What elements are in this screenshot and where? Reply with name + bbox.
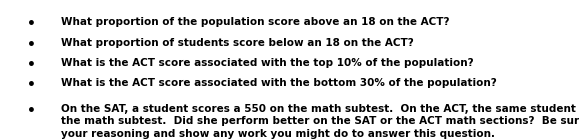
Text: •: • [27, 58, 36, 72]
Text: •: • [27, 78, 36, 92]
Text: •: • [27, 104, 36, 118]
Text: What proportion of students score below an 18 on the ACT?: What proportion of students score below … [61, 38, 413, 48]
Text: What is the ACT score associated with the bottom 30% of the population?: What is the ACT score associated with th… [61, 78, 497, 88]
Text: What is the ACT score associated with the top 10% of the population?: What is the ACT score associated with th… [61, 58, 474, 68]
Text: On the SAT, a student scores a 550 on the math subtest.  On the ACT, the same st: On the SAT, a student scores a 550 on th… [61, 104, 579, 139]
Text: What proportion of the population score above an 18 on the ACT?: What proportion of the population score … [61, 17, 449, 27]
Text: •: • [27, 38, 36, 52]
Text: •: • [27, 17, 36, 31]
